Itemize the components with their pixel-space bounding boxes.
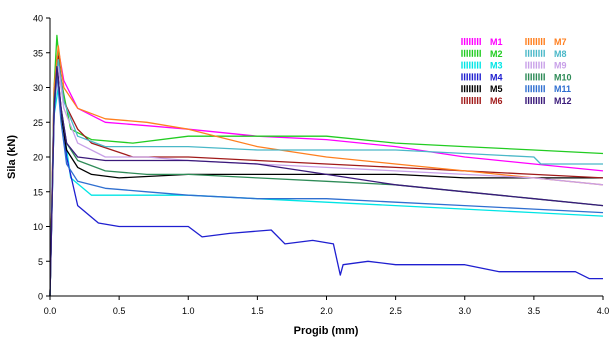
y-tick-label: 25 [33,118,43,128]
legend-label: M5 [490,84,503,94]
x-tick-label: 4.0 [597,306,610,316]
y-tick-label: 0 [38,292,43,302]
legend-label: M10 [554,72,572,82]
x-tick-label: 1.0 [182,306,195,316]
legend-label: M3 [490,61,503,71]
legend-label: M7 [554,37,567,47]
x-tick-label: 0.0 [44,306,57,316]
y-axis-label: Sila (kN) [6,135,18,179]
legend-label: M9 [554,61,567,71]
y-axis-ticks: 0 5 10 15 20 25 30 35 40 [33,14,50,302]
y-tick-label: 35 [33,48,43,58]
legend-label: M11 [554,84,571,94]
x-tick-label: 2.5 [389,306,402,316]
legend-label: M6 [490,96,503,106]
y-tick-label: 5 [38,257,43,267]
y-tick-label: 30 [33,83,43,93]
y-tick-label: 15 [33,187,43,197]
y-tick-label: 10 [33,222,43,232]
y-tick-label: 20 [33,153,43,163]
legend-label: M8 [554,49,567,59]
x-tick-label: 1.5 [251,306,264,316]
x-tick-label: 3.0 [458,306,471,316]
legend-label: M4 [490,72,503,82]
x-axis-label: Progib (mm) [294,325,359,337]
x-tick-label: 2.0 [320,306,333,316]
x-tick-label: 3.5 [528,306,541,316]
legend-label: M12 [554,96,572,106]
y-tick-label: 40 [33,14,43,24]
legend-label: M2 [490,49,503,59]
legend-label: M1 [490,37,503,47]
x-axis-ticks: 0.0 0.5 1.0 1.5 2.0 2.5 3.0 3.5 4.0 [44,296,610,316]
x-tick-label: 0.5 [113,306,126,316]
